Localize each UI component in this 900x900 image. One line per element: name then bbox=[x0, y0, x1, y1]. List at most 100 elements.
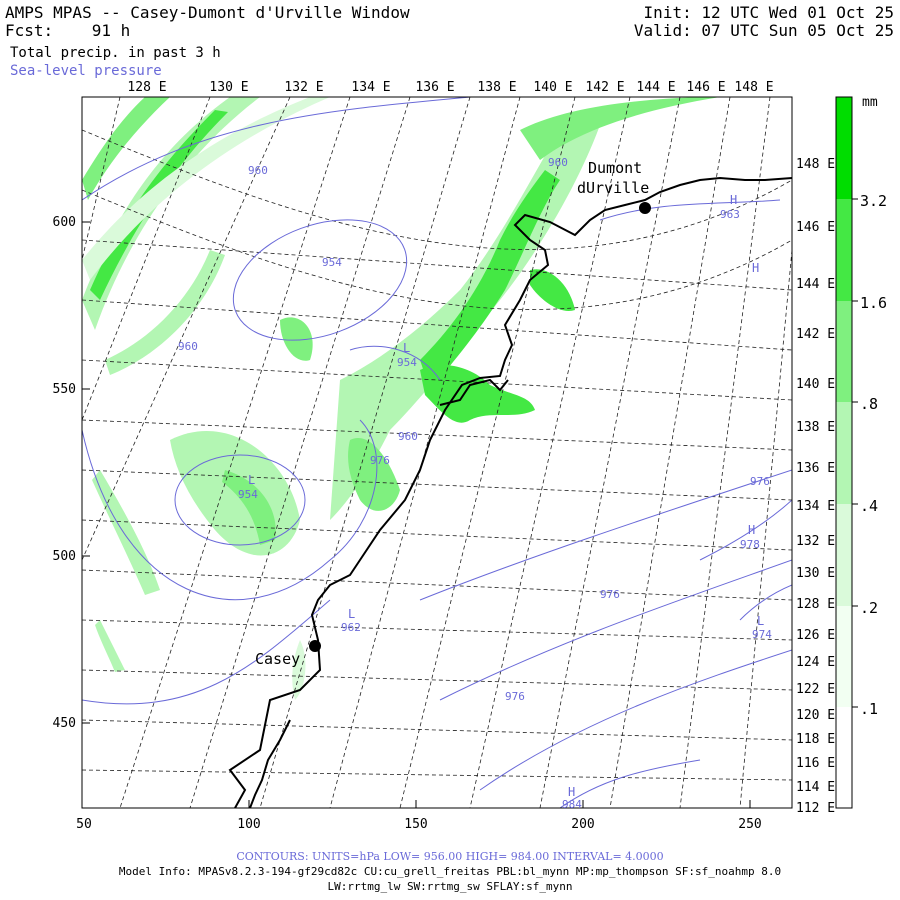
graticule bbox=[82, 97, 792, 808]
lon-label: 146 E bbox=[686, 80, 725, 95]
lon-label: 124 E bbox=[796, 655, 835, 670]
pressure-label: 954 bbox=[397, 356, 417, 369]
pressure-label: 963 bbox=[720, 208, 740, 221]
colorbar-label: 3.2 bbox=[860, 192, 887, 210]
pressure-label: 976 bbox=[505, 690, 525, 703]
precip-shading bbox=[82, 97, 720, 700]
colorbar-swatch bbox=[836, 199, 852, 301]
field-secondary: Sea-level pressure bbox=[10, 63, 162, 79]
pressure-label: 976 bbox=[750, 475, 770, 488]
colorbar-swatch bbox=[836, 606, 852, 707]
x-tick-label: 200 bbox=[571, 817, 594, 832]
lon-label: 144 E bbox=[636, 80, 675, 95]
colorbar-swatch bbox=[836, 707, 852, 808]
lon-label: 122 E bbox=[796, 682, 835, 697]
pressure-label: 984 bbox=[562, 798, 582, 811]
pressure-label: 960 bbox=[548, 156, 568, 169]
pressure-label: 960 bbox=[248, 164, 268, 177]
lon-label: 120 E bbox=[796, 708, 835, 723]
y-tick-label: 550 bbox=[53, 382, 76, 397]
forecast-value: 91 h bbox=[91, 21, 131, 40]
pressure-center: H bbox=[748, 523, 755, 537]
valid-time: Valid: 07 UTC Sun 05 Oct 25 bbox=[633, 21, 894, 40]
forecast-hours: Fcst: 91 h bbox=[5, 22, 130, 40]
lon-label: 144 E bbox=[796, 277, 835, 292]
init-time: Init: 12 UTC Wed 01 Oct 25 bbox=[643, 3, 894, 22]
colorbar-label: .1 bbox=[860, 700, 878, 718]
station-label-dumont-1: Dumont bbox=[588, 159, 642, 177]
lon-label: 138 E bbox=[477, 80, 516, 95]
colorbar-swatch bbox=[836, 402, 852, 504]
lon-label: 140 E bbox=[533, 80, 572, 95]
coastline bbox=[228, 176, 792, 808]
lon-label: 148 E bbox=[796, 157, 835, 172]
top-lon-labels: 128 E 130 E 132 E 134 E 136 E 138 E 140 … bbox=[127, 80, 773, 95]
pressure-center: L bbox=[403, 341, 410, 355]
lon-label: 112 E bbox=[796, 801, 835, 816]
pressure-center: L bbox=[248, 473, 255, 487]
lon-label: 128 E bbox=[796, 597, 835, 612]
pressure-label: 978 bbox=[740, 538, 760, 551]
field-primary: Total precip. in past 3 h bbox=[10, 45, 221, 61]
colorbar: mm 3.2 1.6 .8 .4 .2 .1 bbox=[835, 95, 887, 809]
lon-label: 134 E bbox=[796, 499, 835, 514]
pressure-label: 974 bbox=[752, 628, 772, 641]
lon-label: 128 E bbox=[127, 80, 166, 95]
plot-frame bbox=[81, 96, 793, 809]
lon-label: 142 E bbox=[796, 327, 835, 342]
pressure-center: L bbox=[757, 614, 764, 628]
lon-label: 118 E bbox=[796, 732, 835, 747]
lon-label: 116 E bbox=[796, 756, 835, 771]
pressure-label: 960 bbox=[398, 430, 418, 443]
forecast-label: Fcst: bbox=[5, 21, 54, 40]
lon-label: 130 E bbox=[796, 566, 835, 581]
station-label-casey: Casey bbox=[255, 650, 300, 668]
y-tick-label: 600 bbox=[53, 215, 76, 230]
pressure-labels: 960 954 960 954 960 960 954 962 976 976 … bbox=[178, 156, 772, 811]
contours-info: CONTOURS: UNITS=hPa LOW= 956.00 HIGH= 98… bbox=[236, 850, 664, 863]
chart-title: AMPS MPAS -- Casey-Dumont d'Urville Wind… bbox=[5, 3, 410, 22]
x-tick-label: 150 bbox=[404, 817, 427, 832]
lon-label: 138 E bbox=[796, 420, 835, 435]
lon-label: 132 E bbox=[284, 80, 323, 95]
colorbar-swatch bbox=[836, 301, 852, 402]
pressure-label: 954 bbox=[322, 256, 342, 269]
pressure-label: 954 bbox=[238, 488, 258, 501]
station-marker-casey bbox=[309, 640, 321, 652]
pressure-label: 962 bbox=[341, 621, 361, 634]
colorbar-label: .4 bbox=[860, 497, 878, 515]
colorbar-swatch bbox=[836, 97, 852, 199]
x-tick-label: 100 bbox=[237, 817, 260, 832]
y-axis: 600 550 500 450 bbox=[53, 215, 90, 731]
pressure-contours bbox=[82, 97, 792, 808]
lon-label: 114 E bbox=[796, 780, 835, 795]
lon-label: 134 E bbox=[351, 80, 390, 95]
pressure-center: H bbox=[730, 193, 737, 207]
lon-label: 136 E bbox=[796, 461, 835, 476]
lon-label: 146 E bbox=[796, 220, 835, 235]
colorbar-label: 1.6 bbox=[860, 294, 887, 312]
y-tick-label: 500 bbox=[53, 549, 76, 564]
lon-label: 142 E bbox=[585, 80, 624, 95]
station-label-dumont-2: dUrville bbox=[577, 179, 649, 197]
map-plot-area bbox=[82, 97, 792, 808]
y-tick-label: 450 bbox=[53, 716, 76, 731]
pressure-centers: H L L L H H L H bbox=[248, 193, 764, 799]
colorbar-swatch bbox=[836, 504, 852, 606]
right-lon-labels: 148 E 146 E 144 E 142 E 140 E 138 E 136 … bbox=[796, 157, 835, 816]
x-axis: 50 100 150 200 250 bbox=[76, 800, 762, 832]
lon-label: 136 E bbox=[415, 80, 454, 95]
colorbar-label: .8 bbox=[860, 395, 878, 413]
pressure-center: H bbox=[752, 261, 759, 275]
pressure-label: 976 bbox=[600, 588, 620, 601]
pressure-label: 976 bbox=[370, 454, 390, 467]
station-marker-dumont bbox=[639, 202, 651, 214]
lon-label: 126 E bbox=[796, 628, 835, 643]
lon-label: 132 E bbox=[796, 534, 835, 549]
colorbar-unit: mm bbox=[862, 95, 878, 110]
pressure-center: H bbox=[568, 785, 575, 799]
pressure-label: 960 bbox=[178, 340, 198, 353]
lon-label: 148 E bbox=[734, 80, 773, 95]
model-info: Model Info: MPASv8.2.3-194-gf29cd82c CU:… bbox=[118, 865, 782, 878]
